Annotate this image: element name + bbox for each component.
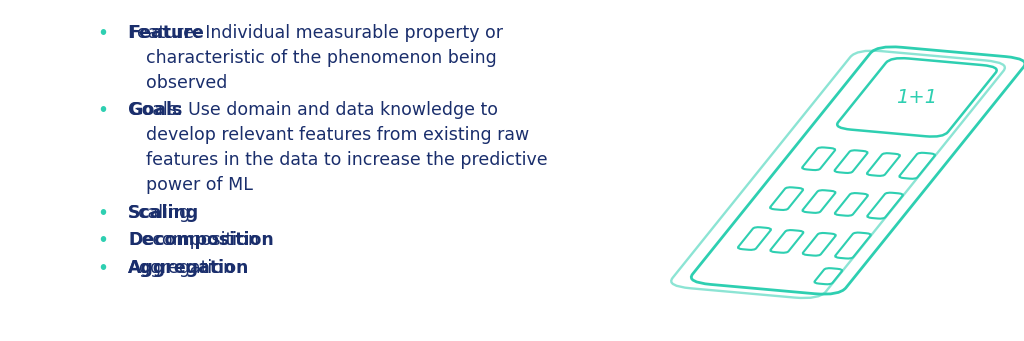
Text: Scaling: Scaling [128,204,191,222]
Text: Feature: Individual measurable property or: Feature: Individual measurable property … [128,24,503,42]
Text: Aggregation: Aggregation [128,259,250,277]
Text: observed: observed [146,74,227,92]
Text: •: • [97,24,108,43]
Text: Aggregation: Aggregation [128,259,234,277]
Text: characteristic of the phenomenon being: characteristic of the phenomenon being [146,49,498,67]
Text: Scaling: Scaling [128,204,200,222]
Text: •: • [97,231,108,250]
Text: features in the data to increase the predictive: features in the data to increase the pre… [146,151,548,169]
Text: develop relevant features from existing raw: develop relevant features from existing … [146,126,529,144]
Text: 1+1: 1+1 [896,88,938,107]
Text: •: • [97,259,108,278]
Text: Decomposition: Decomposition [128,231,259,249]
Text: •: • [97,101,108,120]
Text: Feature: Feature [128,24,204,42]
Text: Goals: Use domain and data knowledge to: Goals: Use domain and data knowledge to [128,101,498,119]
Text: Decomposition: Decomposition [128,231,273,249]
Text: •: • [97,204,108,223]
Text: Goals: Goals [128,101,182,119]
Text: power of ML: power of ML [146,176,253,194]
